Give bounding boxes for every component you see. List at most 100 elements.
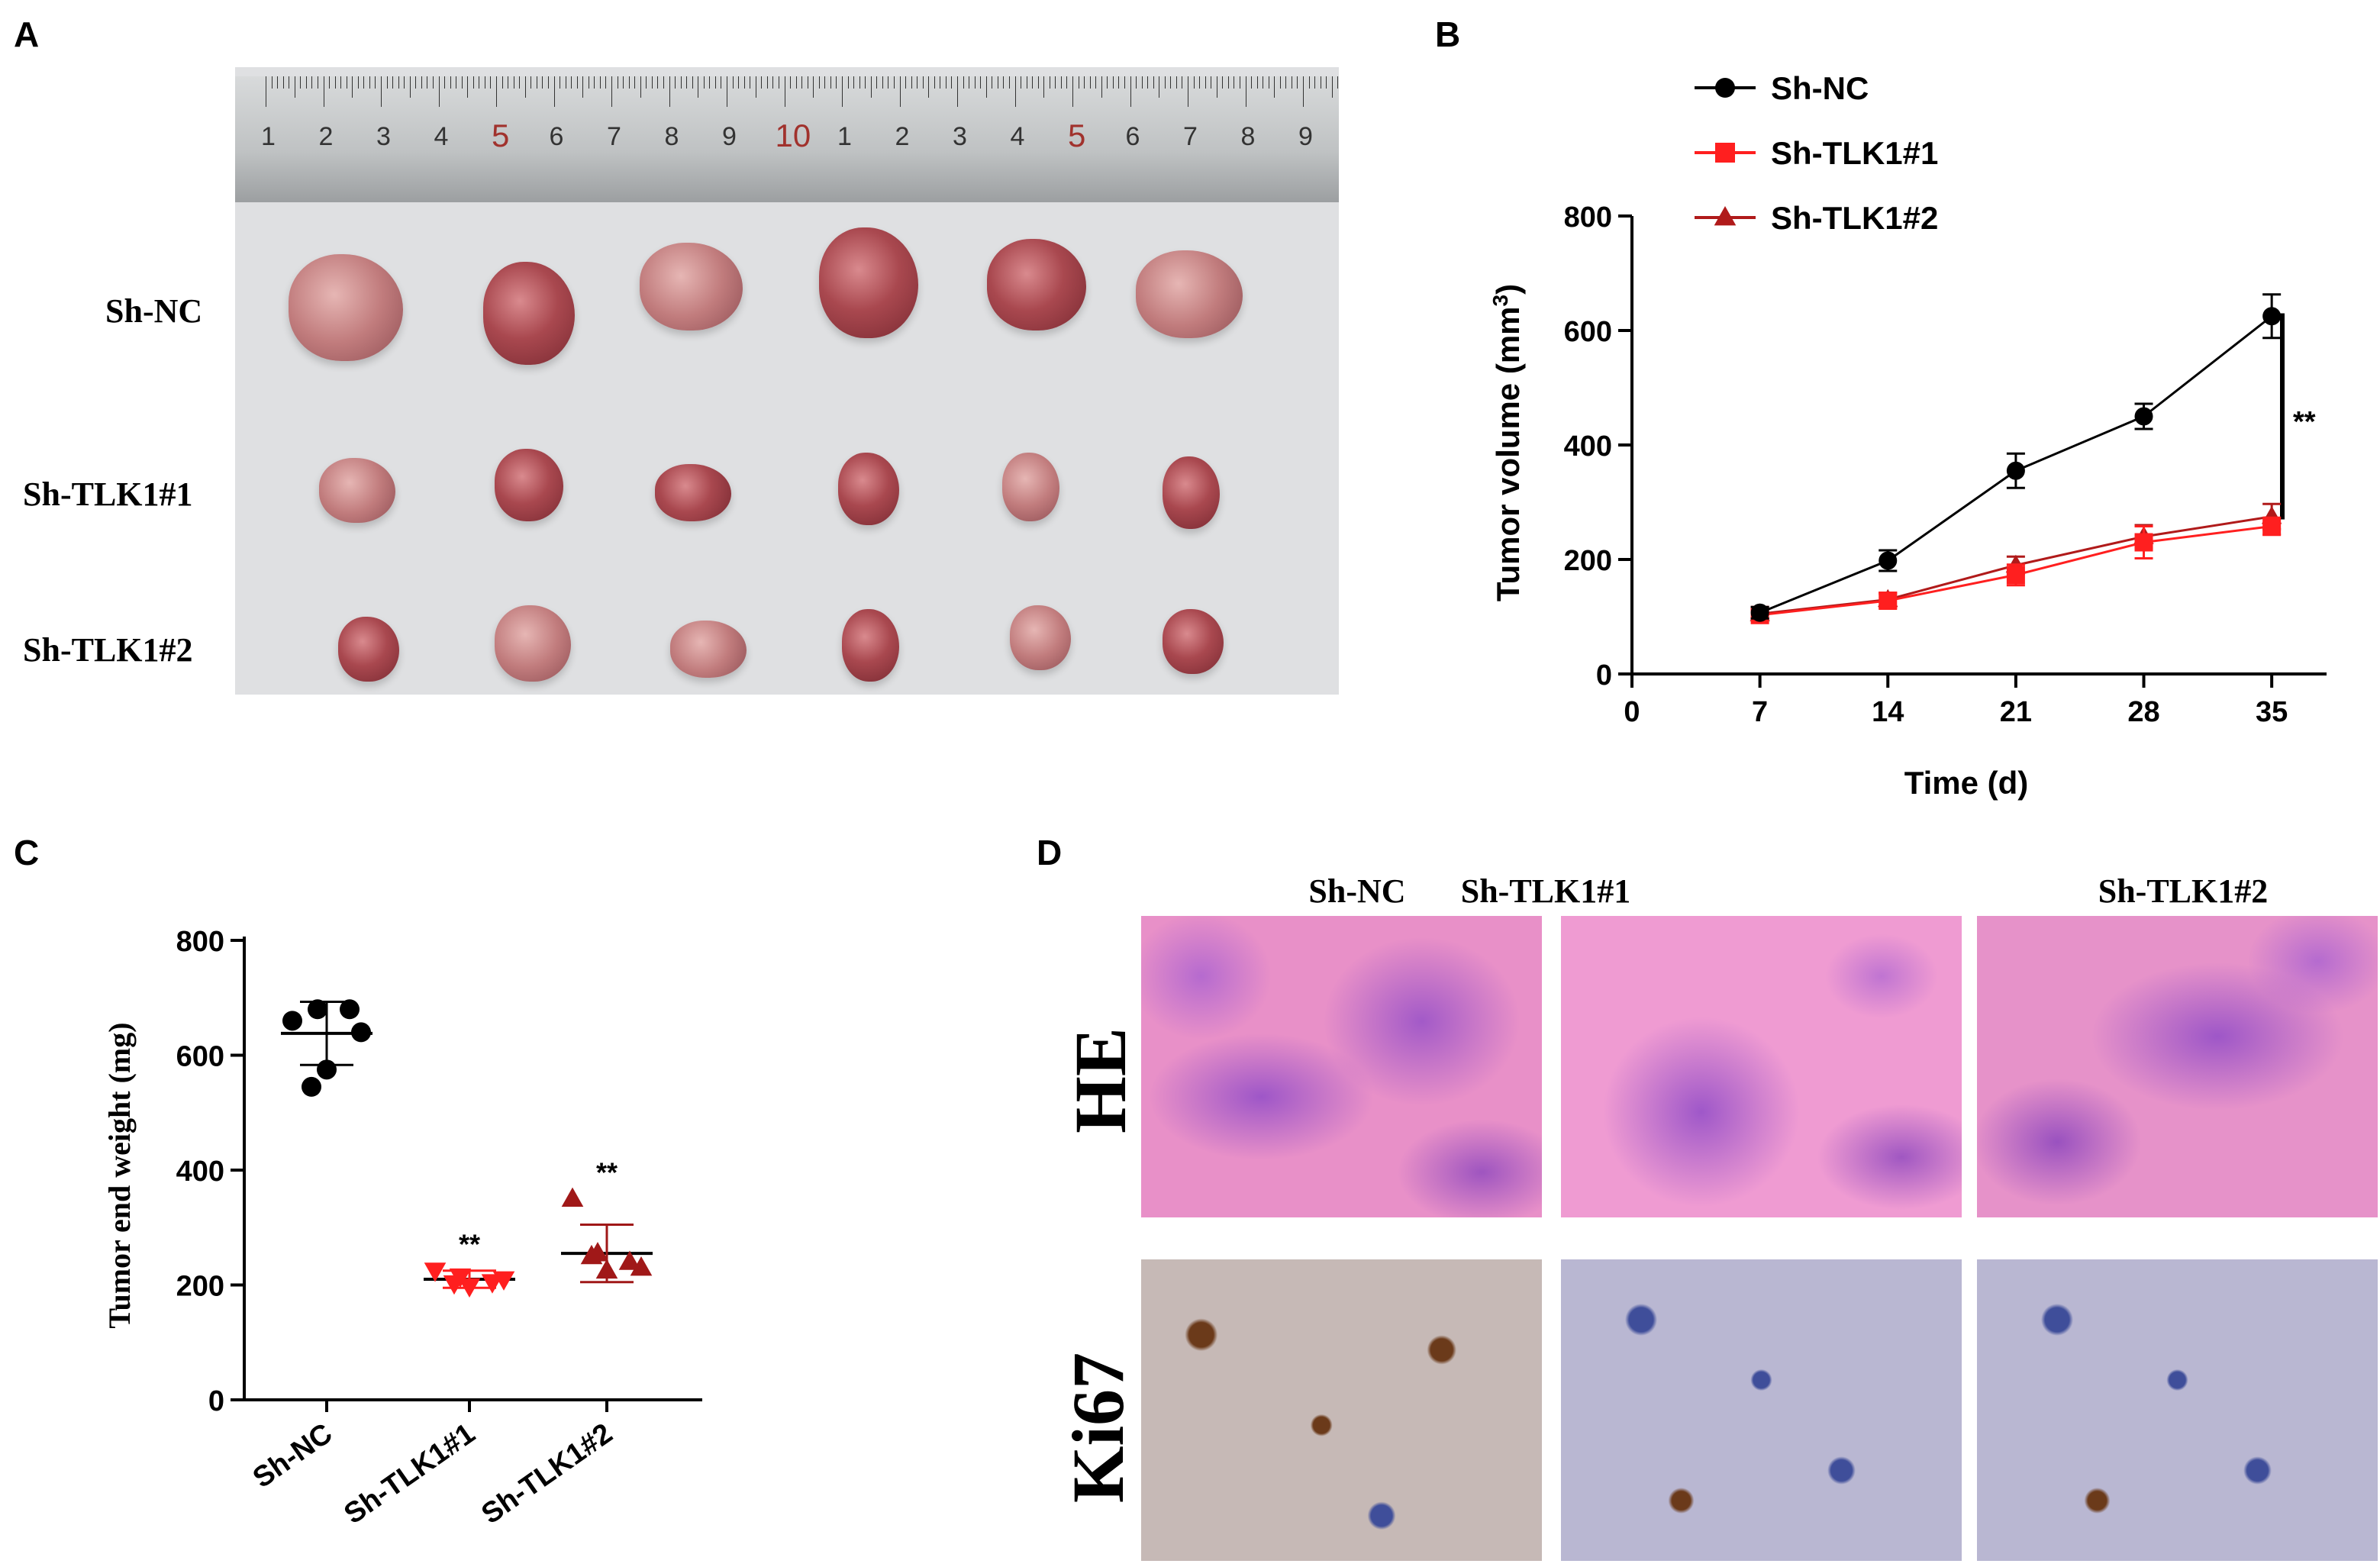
ruler-tick	[1089, 76, 1091, 89]
ruler-tick	[709, 76, 711, 89]
data-point	[351, 1022, 371, 1043]
ruler-tick	[450, 76, 451, 89]
ruler-tick	[634, 76, 636, 89]
ruler-tick	[980, 76, 982, 89]
x-tick-label: Sh-TLK1#1	[338, 1417, 481, 1530]
ruler-tick	[934, 76, 935, 89]
data-point	[618, 1250, 641, 1270]
group-Sh-TLK1#2: **	[561, 1157, 653, 1284]
x-tick-label: 0	[1624, 696, 1640, 728]
ruler-tick	[790, 76, 792, 89]
ruler-tick	[853, 76, 855, 89]
ruler-tick	[680, 76, 682, 89]
y-tick-label: 800	[1564, 202, 1612, 234]
data-point	[2006, 566, 2025, 585]
ruler-tick	[1164, 76, 1166, 89]
ruler-tick	[1072, 76, 1073, 107]
ruler-tick	[651, 76, 653, 89]
tumor	[1163, 609, 1224, 674]
ruler-tick	[911, 76, 912, 89]
ruler-tick	[369, 76, 370, 89]
ruler-number: 10	[775, 118, 811, 153]
tumor	[338, 617, 399, 682]
photo-row-label: Sh-TLK1#2	[23, 631, 193, 669]
x-tick-label: 21	[2000, 696, 2032, 728]
tumor-photo: 1 2 3 4 5 6 7 8 9 10 1 2 3 4 5 6 7 8 9	[235, 67, 1339, 695]
tumor	[838, 453, 899, 525]
ruler-tick	[985, 76, 987, 98]
ruler-tick	[386, 76, 388, 89]
ruler-tick	[1205, 76, 1206, 89]
tumor	[289, 254, 403, 361]
significance-label: **	[459, 1229, 480, 1260]
ruler-tick	[1037, 76, 1039, 89]
ruler-tick	[692, 76, 693, 89]
photo-row-label: Sh-NC	[105, 292, 203, 330]
y-tick-label: 0	[1596, 659, 1612, 692]
ruler-tick	[772, 76, 774, 89]
ruler-tick	[305, 76, 307, 89]
data-point	[2134, 533, 2153, 552]
data-point	[561, 1187, 584, 1207]
ruler-tick	[882, 76, 883, 89]
he-tile-sh-tlk1-2	[1977, 916, 2378, 1217]
ruler-tick	[703, 76, 705, 89]
series-Sh-NC	[1750, 293, 2282, 622]
ruler-tick	[277, 76, 279, 89]
panel-a-label: A	[14, 15, 40, 54]
y-axis-label: Tumor volume (mm3)	[1488, 284, 1527, 601]
ruler-tick	[1095, 76, 1097, 89]
y-tick-label: 600	[1564, 316, 1612, 348]
data-point	[443, 1275, 466, 1295]
ruler-tick	[657, 76, 659, 89]
ruler-tick	[847, 76, 849, 89]
data-point	[595, 1259, 618, 1279]
ruler-tick	[951, 76, 953, 89]
ruler-tick	[329, 76, 331, 89]
ruler-tick	[1136, 76, 1137, 89]
ruler-tick	[357, 76, 359, 89]
ruler-tick	[859, 76, 860, 89]
x-tick-label: 7	[1752, 696, 1768, 728]
ruler-tick	[766, 76, 768, 89]
ki67-tile-sh-nc	[1141, 1259, 1542, 1561]
ruler-tick	[893, 76, 895, 89]
ruler-tick	[1153, 76, 1154, 89]
x-tick-label: 28	[2127, 696, 2159, 728]
y-tick-label: 200	[176, 1271, 224, 1303]
ruler-tick	[553, 76, 555, 107]
ruler-tick	[501, 76, 503, 89]
data-point	[458, 1278, 481, 1298]
tumor	[319, 458, 395, 523]
ruler-number: 2	[318, 122, 334, 151]
ruler-tick	[1314, 76, 1316, 89]
ruler-tick	[605, 76, 607, 89]
ruler-number: 7	[1183, 122, 1198, 151]
ruler-tick	[945, 76, 947, 89]
ruler-tick	[1124, 76, 1125, 89]
ruler-tick	[300, 76, 302, 89]
ruler-tick	[490, 76, 492, 89]
ruler-number: 1	[261, 122, 276, 151]
ruler-tick	[1193, 76, 1195, 89]
ruler-tick	[438, 76, 440, 107]
legend-label: Sh-NC	[1771, 70, 1869, 106]
ruler-tick	[928, 76, 930, 98]
ruler-tick	[1337, 76, 1339, 89]
y-tick-label: 0	[208, 1385, 224, 1417]
data-point	[317, 1059, 337, 1080]
ruler-tick	[1279, 76, 1281, 89]
ruler-tick	[524, 76, 526, 98]
ruler-tick	[496, 76, 497, 107]
ruler-number: 4	[1010, 122, 1025, 151]
tumor	[495, 449, 563, 521]
ruler-tick	[738, 76, 740, 89]
ruler-tick	[409, 76, 411, 98]
y-tick-label: 200	[1564, 545, 1612, 577]
tumor	[483, 262, 575, 365]
tumor	[1002, 453, 1059, 521]
ruler-tick	[830, 76, 831, 89]
ruler-number: 5	[492, 118, 510, 153]
ruler-number: 4	[434, 122, 449, 151]
ruler-number: 2	[895, 122, 910, 151]
